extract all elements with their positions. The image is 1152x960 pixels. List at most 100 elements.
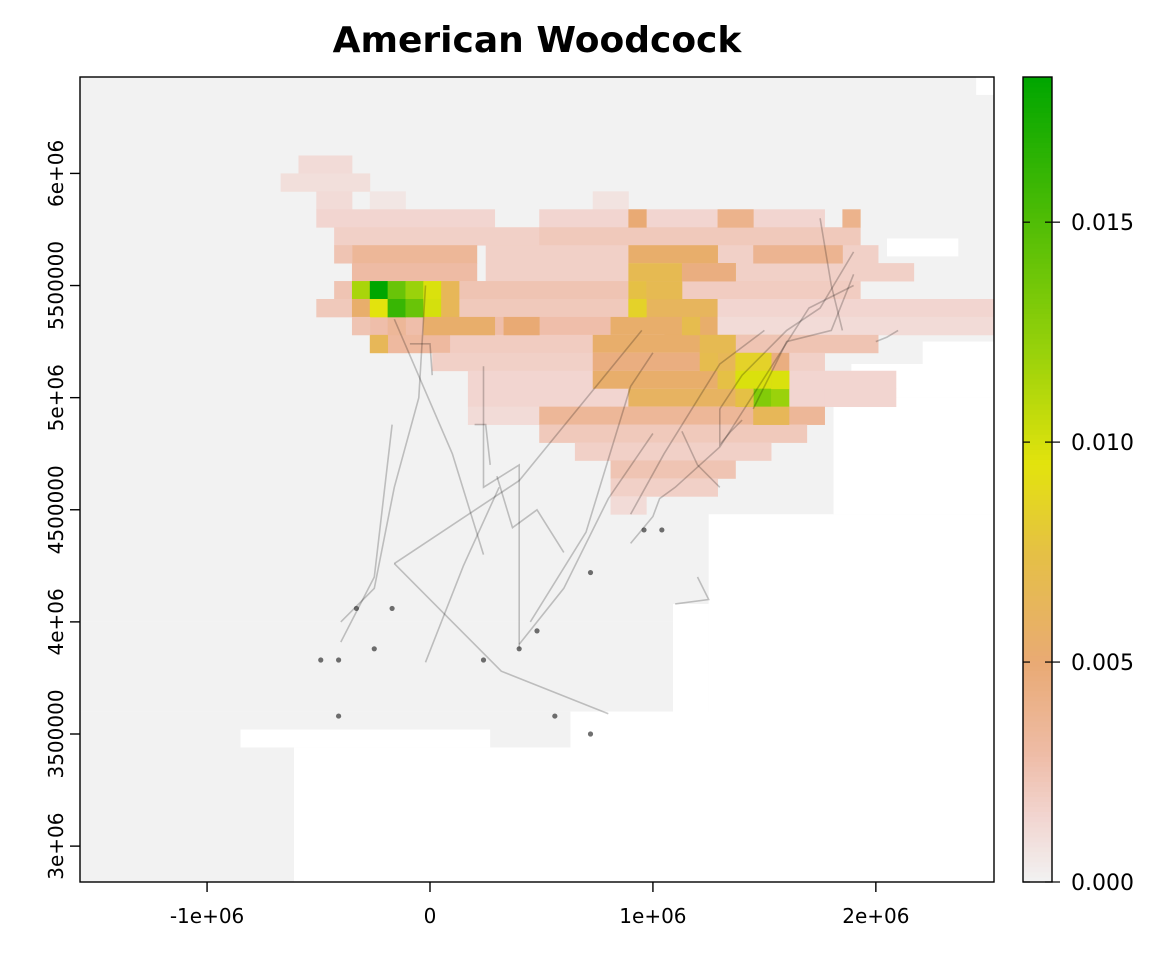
y-axis: 3e+06 3500000 4e+06 4500000 5e+06 5500000 6e+0… xyxy=(44,140,80,880)
colorbar-segment xyxy=(1023,444,1052,450)
colorbar-segment xyxy=(1023,318,1052,325)
chart-title: American Woodcock xyxy=(333,20,743,61)
raster-cell xyxy=(717,316,994,336)
raster-cell xyxy=(628,209,647,228)
location-point xyxy=(659,527,665,533)
colorbar-segment xyxy=(1023,409,1052,415)
colorbar-segment xyxy=(1023,132,1052,138)
raster-na-block xyxy=(976,77,994,95)
x-tick-label: 0 xyxy=(424,904,437,928)
colorbar-segment xyxy=(1023,826,1052,833)
colorbar-segment xyxy=(1023,489,1052,496)
raster-cell xyxy=(771,388,790,408)
migration-track xyxy=(393,318,485,555)
raster-cell xyxy=(405,298,424,318)
migration-track xyxy=(424,486,500,663)
raster-cell xyxy=(788,388,825,408)
colorbar-segment xyxy=(1023,504,1052,511)
colorbar-segment xyxy=(1023,791,1052,797)
y-tick-label: 5e+06 xyxy=(44,364,68,431)
colorbar-segment xyxy=(1023,192,1052,199)
colorbar-segment xyxy=(1023,590,1052,596)
colorbar-segment xyxy=(1023,600,1052,606)
colorbar-segment xyxy=(1023,283,1052,289)
colorbar-segment xyxy=(1023,414,1052,420)
colorbar-segment xyxy=(1023,112,1052,118)
colorbar-segment xyxy=(1023,690,1052,697)
raster-cell xyxy=(717,352,736,372)
colorbar-segment xyxy=(1023,212,1052,219)
colorbar-segment xyxy=(1023,424,1052,430)
raster-cell xyxy=(717,298,994,318)
colorbar-segment xyxy=(1023,338,1052,345)
colorbar-segment xyxy=(1023,575,1052,581)
colorbar-segment xyxy=(1023,509,1052,516)
colorbar-segment xyxy=(1023,871,1052,878)
raster-cell xyxy=(539,424,808,443)
raster-cell xyxy=(681,263,736,282)
raster-cell xyxy=(387,316,406,336)
colorbar: 0.000 0.005 0.010 0.015 xyxy=(1022,76,1134,896)
colorbar-segment xyxy=(1023,479,1052,486)
migration-track xyxy=(340,424,393,643)
colorbar-segment xyxy=(1023,851,1052,858)
colorbar-segment xyxy=(1023,731,1052,737)
y-tick-label: 4500000 xyxy=(44,465,68,554)
raster-cell xyxy=(753,406,790,425)
location-point xyxy=(318,657,324,663)
y-tick-label: 3500000 xyxy=(44,689,68,778)
colorbar-segment xyxy=(1023,650,1052,657)
raster-cell xyxy=(423,281,442,300)
raster-cell xyxy=(387,298,406,318)
colorbar-segment xyxy=(1023,268,1052,274)
colorbar-tick-label: 0.005 xyxy=(1071,651,1134,676)
colorbar-segment xyxy=(1023,137,1052,143)
colorbar-tick-label: 0.000 xyxy=(1071,871,1134,896)
raster-cell xyxy=(735,388,754,408)
raster-cell xyxy=(735,334,879,354)
colorbar-segment xyxy=(1023,227,1052,234)
migration-track xyxy=(875,329,899,343)
colorbar-segment xyxy=(1023,358,1052,365)
raster-cell xyxy=(699,352,718,372)
migration-track xyxy=(474,423,491,465)
raster-cell xyxy=(334,245,353,264)
raster-cell xyxy=(387,281,406,300)
colorbar-segment xyxy=(1023,474,1052,480)
colorbar-segment xyxy=(1023,248,1052,254)
colorbar-segment xyxy=(1023,831,1052,838)
colorbar-segment xyxy=(1023,565,1052,571)
colorbar-segment xyxy=(1023,383,1052,390)
migration-track xyxy=(819,218,844,331)
colorbar-segment xyxy=(1023,167,1052,174)
colorbar-segment xyxy=(1023,293,1052,299)
colorbar-segment xyxy=(1023,353,1052,360)
colorbar-segment xyxy=(1023,308,1052,314)
colorbar-segment xyxy=(1023,700,1052,707)
colorbar-segment xyxy=(1023,147,1052,153)
location-point xyxy=(480,657,487,663)
location-point xyxy=(353,605,360,612)
migration-track xyxy=(752,274,855,410)
colorbar-segment xyxy=(1023,705,1052,712)
raster-na-block xyxy=(833,397,994,515)
raster-cell xyxy=(628,245,718,264)
raster-cell xyxy=(628,281,647,300)
raster-cell xyxy=(842,209,861,228)
raster-cell xyxy=(646,281,683,300)
raster-cell xyxy=(681,281,861,300)
colorbar-segment xyxy=(1023,816,1052,823)
migration-track xyxy=(340,285,427,623)
colorbar-segment xyxy=(1023,655,1052,662)
migration-track xyxy=(629,284,854,544)
raster-cell xyxy=(610,460,736,479)
colorbar-segment xyxy=(1023,117,1052,123)
raster-cell xyxy=(351,263,478,282)
colorbar-segment xyxy=(1023,635,1052,641)
raster-cell xyxy=(423,316,496,336)
colorbar-segment xyxy=(1023,378,1052,385)
colorbar-segment xyxy=(1023,580,1052,586)
colorbar-segment xyxy=(1023,876,1052,883)
colorbar-segment xyxy=(1023,615,1052,621)
